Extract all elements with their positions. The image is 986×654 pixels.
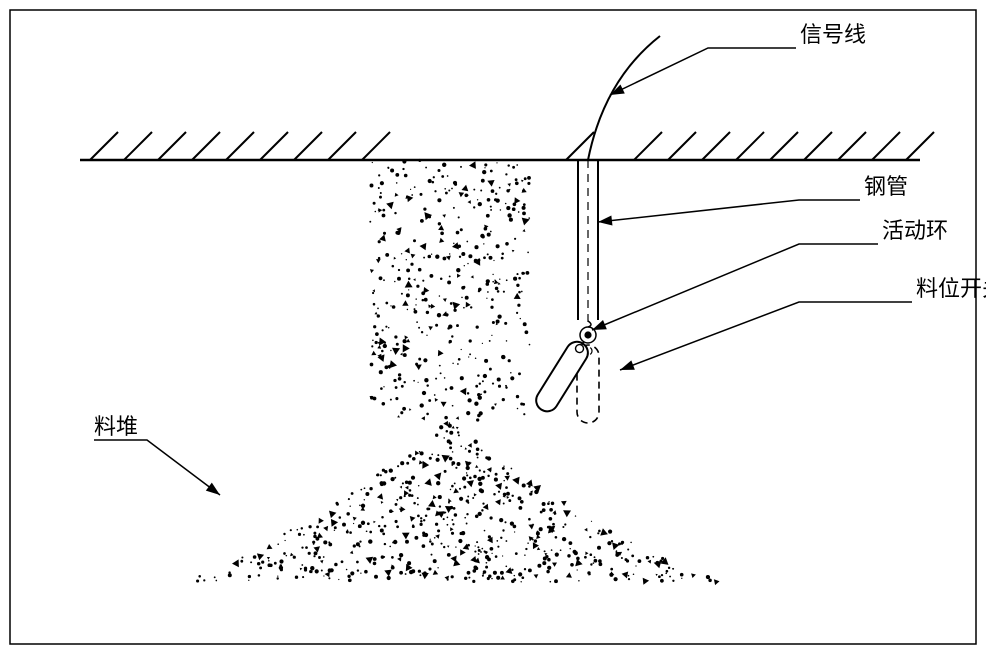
label-signal-line: 信号线	[800, 22, 866, 47]
label-steel-pipe: 钢管	[864, 174, 908, 199]
label-level-switch: 料位开关	[916, 276, 986, 301]
label-material-pile: 料堆	[94, 414, 138, 439]
label-movable-ring: 活动环	[882, 218, 948, 243]
